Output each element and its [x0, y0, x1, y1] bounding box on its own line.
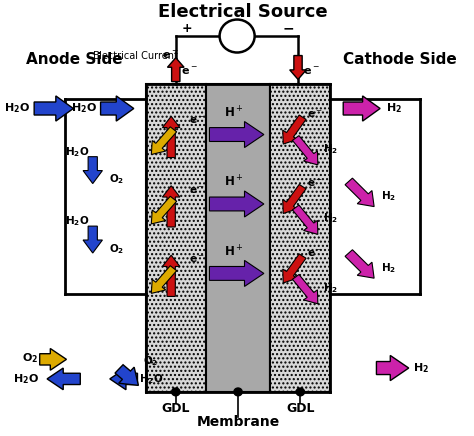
- FancyArrow shape: [151, 266, 177, 293]
- Text: GDL: GDL: [286, 402, 315, 415]
- FancyArrow shape: [40, 348, 66, 370]
- Text: Electrical Source: Electrical Source: [158, 3, 328, 21]
- Text: $\mathbf{O_2}$: $\mathbf{O_2}$: [144, 354, 159, 368]
- Bar: [146, 84, 206, 392]
- Text: $\mathbf{H_2}$: $\mathbf{H_2}$: [381, 261, 396, 275]
- Circle shape: [296, 388, 304, 396]
- FancyArrow shape: [100, 96, 134, 121]
- FancyArrow shape: [163, 186, 180, 227]
- Circle shape: [172, 388, 180, 396]
- FancyArrow shape: [83, 226, 102, 253]
- Text: $\mathbf{H_2O}$: $\mathbf{H_2O}$: [4, 102, 30, 116]
- Text: $\mathbf{e}^-$: $\mathbf{e}^-$: [162, 50, 179, 61]
- Text: −: −: [283, 21, 295, 35]
- Text: Electrical Current: Electrical Current: [93, 51, 178, 61]
- Text: $\mathbf{e}^-$: $\mathbf{e}^-$: [182, 66, 198, 77]
- FancyArrow shape: [47, 368, 80, 390]
- Text: Membrane: Membrane: [196, 415, 280, 429]
- FancyArrow shape: [345, 178, 374, 207]
- Text: $\mathbf{H_2}$: $\mathbf{H_2}$: [323, 281, 338, 295]
- FancyArrow shape: [376, 355, 409, 381]
- FancyArrow shape: [290, 55, 306, 79]
- Text: $\mathbf{e}^-$: $\mathbf{e}^-$: [189, 184, 205, 196]
- Text: $\mathbf{e}^-$: $\mathbf{e}^-$: [307, 109, 323, 119]
- Circle shape: [234, 388, 242, 396]
- Text: GDL: GDL: [162, 402, 190, 415]
- FancyArrow shape: [151, 127, 177, 154]
- Text: $\mathbf{H_2}$: $\mathbf{H_2}$: [381, 189, 396, 203]
- FancyArrow shape: [283, 254, 306, 283]
- FancyArrow shape: [167, 58, 184, 82]
- Text: $\mathbf{e}^-$: $\mathbf{e}^-$: [302, 66, 319, 77]
- Text: $\mathbf{O_2}$: $\mathbf{O_2}$: [109, 172, 124, 186]
- FancyArrow shape: [283, 115, 306, 144]
- Text: $\mathbf{e}^-$: $\mathbf{e}^-$: [307, 248, 323, 259]
- FancyArrow shape: [292, 275, 318, 304]
- FancyArrow shape: [151, 196, 177, 224]
- Text: $\mathbf{H}^+$: $\mathbf{H}^+$: [224, 105, 243, 120]
- FancyArrow shape: [110, 368, 137, 390]
- Text: $\mathbf{e}^-$: $\mathbf{e}^-$: [189, 115, 205, 126]
- FancyArrow shape: [210, 122, 264, 147]
- Text: $\mathbf{H_2}$: $\mathbf{H_2}$: [386, 102, 402, 116]
- FancyArrow shape: [292, 205, 318, 235]
- Text: $\mathbf{O_2}$: $\mathbf{O_2}$: [22, 351, 39, 365]
- Text: $\mathbf{H_2O}$: $\mathbf{H_2O}$: [139, 372, 163, 386]
- FancyArrow shape: [115, 365, 138, 385]
- Text: $\mathbf{H_2O}$: $\mathbf{H_2O}$: [65, 145, 90, 159]
- FancyArrow shape: [292, 136, 318, 165]
- Text: $\mathbf{H_2}$: $\mathbf{H_2}$: [323, 142, 338, 156]
- FancyArrow shape: [34, 96, 73, 121]
- Text: $\mathbf{e}^-$: $\mathbf{e}^-$: [307, 178, 323, 189]
- Text: $\mathbf{H}^+$: $\mathbf{H}^+$: [224, 175, 243, 190]
- Text: $\mathbf{H_2}$: $\mathbf{H_2}$: [323, 211, 338, 225]
- Text: $\mathbf{O_2}$: $\mathbf{O_2}$: [109, 242, 124, 255]
- Text: $\mathbf{H_2O}$: $\mathbf{H_2O}$: [13, 372, 39, 386]
- FancyArrow shape: [210, 260, 264, 286]
- FancyArrow shape: [163, 255, 180, 296]
- Text: $\mathbf{H_2O}$: $\mathbf{H_2O}$: [65, 215, 90, 228]
- Text: $\mathbf{H_2}$: $\mathbf{H_2}$: [413, 361, 429, 375]
- FancyArrow shape: [283, 184, 306, 214]
- Text: $\mathbf{e}^-$: $\mathbf{e}^-$: [189, 254, 205, 265]
- Text: $\mathbf{H}^+$: $\mathbf{H}^+$: [224, 244, 243, 259]
- FancyArrow shape: [83, 157, 102, 184]
- Text: Cathode Side: Cathode Side: [343, 52, 456, 68]
- FancyArrow shape: [163, 116, 180, 157]
- Bar: [206, 84, 270, 392]
- Text: $\mathbf{H_2O}$: $\mathbf{H_2O}$: [72, 102, 97, 116]
- Text: Anode Side: Anode Side: [26, 52, 123, 68]
- FancyArrow shape: [343, 96, 380, 121]
- Text: +: +: [182, 22, 192, 35]
- FancyArrow shape: [345, 250, 374, 278]
- FancyArrow shape: [210, 191, 264, 217]
- Circle shape: [219, 20, 255, 52]
- Bar: [270, 84, 330, 392]
